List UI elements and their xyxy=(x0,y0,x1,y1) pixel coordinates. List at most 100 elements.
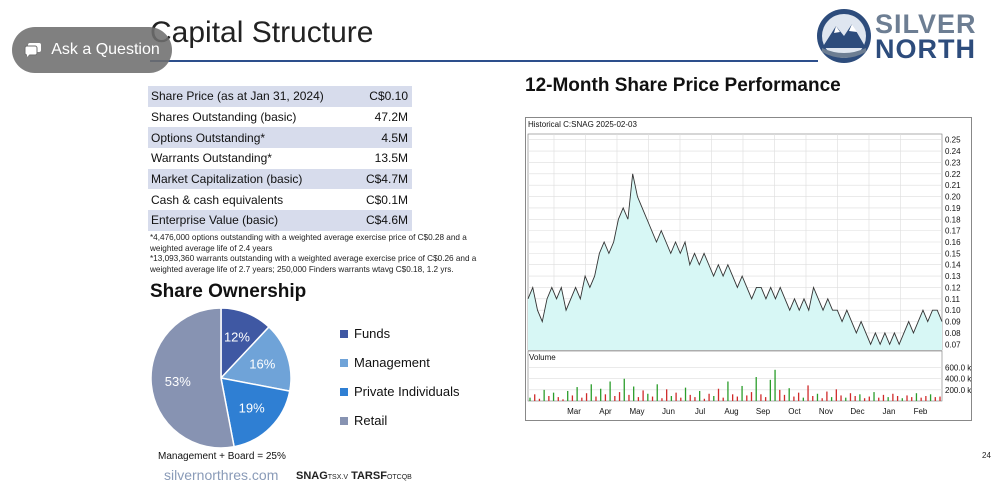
pie-slice-label: 19% xyxy=(239,401,265,416)
y-tick-label: 0.19 xyxy=(945,204,961,213)
page-number: 24 xyxy=(982,451,991,460)
company-logo xyxy=(814,6,984,66)
legend-swatch-retail xyxy=(340,416,348,425)
legend-item-funds: Funds xyxy=(340,326,390,341)
y-tick-label: 0.23 xyxy=(945,158,961,167)
legend-label: Management xyxy=(354,355,430,370)
row-value: C$0.1M xyxy=(365,192,408,207)
table-row: Enterprise Value (basic) C$4.6M xyxy=(148,210,412,231)
y-tick-label: 0.21 xyxy=(945,181,961,190)
row-value: 13.5M xyxy=(374,151,408,166)
row-label: Market Capitalization (basic) xyxy=(148,168,356,190)
x-tick-label: Jun xyxy=(662,407,675,416)
share-price-chart-svg: 0.25 0.24 0.23 0.22 0.21 0.20 0.19 0.18 0.17 0.16… xyxy=(527,133,972,416)
y-tick-label: 0.12 xyxy=(945,283,961,292)
x-tick-label: Sep xyxy=(756,407,771,416)
x-tick-label: Feb xyxy=(914,407,928,416)
row-label: Share Price (as at Jan 31, 2024) xyxy=(148,86,356,107)
legend-swatch-management xyxy=(340,358,348,367)
table-row: Share Price (as at Jan 31, 2024) C$0.10 xyxy=(148,86,412,107)
x-tick-label: Mar xyxy=(567,407,581,416)
pie-slice-label: 12% xyxy=(224,330,250,345)
table-row: Options Outstanding* 4.5M xyxy=(148,127,412,149)
row-value: 47.2M xyxy=(374,110,408,125)
row-label: Enterprise Value (basic) xyxy=(148,210,356,231)
slide-title: Capital Structure xyxy=(150,16,374,49)
ask-question-label: Ask a Question xyxy=(51,41,160,58)
mountain-logo-icon xyxy=(817,9,871,63)
x-tick-label: Dec xyxy=(850,407,864,416)
y-tick-label: 0.11 xyxy=(945,295,961,304)
y-tick-label: 0.25 xyxy=(945,136,961,145)
y-tick-label: 0.20 xyxy=(945,193,961,202)
share-price-chart: 0.25 0.24 0.23 0.22 0.21 0.20 0.19 0.18 0.17 0.16… xyxy=(525,117,972,421)
x-tick-label: Oct xyxy=(788,407,801,416)
y-tick-label: 0.08 xyxy=(945,329,961,338)
row-value: C$4.6M xyxy=(355,210,412,231)
options-footnote: *4,476,000 options outstanding with a we… xyxy=(150,233,467,253)
share-price-chart-title: 12-Month Share Price Performance xyxy=(525,75,841,96)
pie-slice-label: 16% xyxy=(249,357,275,372)
y-tick-label: 0.17 xyxy=(945,227,961,236)
y-tick-label: 0.09 xyxy=(945,318,961,327)
x-tick-label: May xyxy=(629,407,644,416)
table-row: Warrants Outstanding* 13.5M xyxy=(148,148,412,169)
y-tick-label: 0.14 xyxy=(945,261,961,270)
chart-caption: Historical C:SNAG 2025-02-03 xyxy=(528,120,637,129)
exchange-otcqb: OTCQB xyxy=(386,474,412,481)
website-link[interactable]: silvernorthres.com xyxy=(164,467,279,483)
title-divider xyxy=(150,60,818,62)
ticker-tsxv: SNAG xyxy=(296,470,328,482)
pie-slice-label: 53% xyxy=(165,374,191,389)
pie-slice-retail xyxy=(150,307,235,449)
ask-question-button[interactable]: Ask a Question xyxy=(12,27,172,73)
row-label: Options Outstanding* xyxy=(148,127,356,149)
volume-tick-label: 400.0 k xyxy=(945,375,971,384)
pie-slice-management xyxy=(219,325,292,392)
volume-panel-border xyxy=(527,350,943,402)
x-tick-label: Jan xyxy=(883,407,896,416)
x-tick-label: Jul xyxy=(695,407,705,416)
ticker-symbols: SNAGTSX.V TARSFOTCQB xyxy=(296,470,412,482)
y-tick-label: 0.22 xyxy=(945,170,961,179)
capital-structure-table: Share Price (as at Jan 31, 2024) C$0.10 … xyxy=(148,86,412,231)
row-label: Cash & cash equivalents xyxy=(151,192,284,207)
logo-text-north: NORTH xyxy=(875,34,976,64)
row-label: Warrants Outstanding* xyxy=(151,151,272,166)
legend-swatch-private xyxy=(340,387,348,396)
row-value: 4.5M xyxy=(355,127,412,149)
warrants-footnote: *13,093,360 warrants outstanding with a … xyxy=(150,254,477,274)
legend-item-retail: Retail xyxy=(340,413,387,428)
share-ownership-pie-chart: 12% 16% 19% 53% xyxy=(150,307,292,449)
logo-text-silver: SILVER xyxy=(875,9,977,39)
exchange-tsxv: TSX.V xyxy=(327,474,349,481)
y-tick-label: 0.18 xyxy=(945,215,961,224)
y-tick-label: 0.13 xyxy=(945,272,961,281)
x-tick-label: Apr xyxy=(599,407,612,416)
x-tick-label: Aug xyxy=(724,407,738,416)
legend-item-management: Management xyxy=(340,355,430,370)
y-tick-label: 0.07 xyxy=(945,340,961,349)
legend-item-private-individuals: Private Individuals xyxy=(340,384,460,399)
volume-tick-label: 600.0 k xyxy=(945,364,971,373)
legend-swatch-funds xyxy=(340,329,348,338)
row-value: C$0.10 xyxy=(355,86,412,107)
share-ownership-title: Share Ownership xyxy=(150,281,307,302)
legend-label: Funds xyxy=(354,326,391,341)
price-series-line xyxy=(527,173,943,346)
volume-tick-label: 200.0 k xyxy=(945,386,971,395)
table-row: Market Capitalization (basic) C$4.7M xyxy=(148,168,412,190)
chat-bubble-icon xyxy=(24,43,42,57)
table-row: Shares Outstanding (basic) 47.2M xyxy=(148,107,412,128)
legend-label: Private Individuals xyxy=(354,384,460,399)
row-value: C$4.7M xyxy=(355,168,412,190)
y-tick-label: 0.24 xyxy=(945,147,961,156)
row-label: Shares Outstanding (basic) xyxy=(151,110,297,125)
x-tick-label: Nov xyxy=(819,407,833,416)
y-tick-label: 0.16 xyxy=(945,238,961,247)
legend-label: Retail xyxy=(354,413,388,428)
management-board-note: Management + Board = 25% xyxy=(158,451,286,462)
y-tick-label: 0.15 xyxy=(945,249,961,258)
ticker-otcqb: TARSF xyxy=(351,470,387,482)
volume-label: Volume xyxy=(529,353,556,362)
